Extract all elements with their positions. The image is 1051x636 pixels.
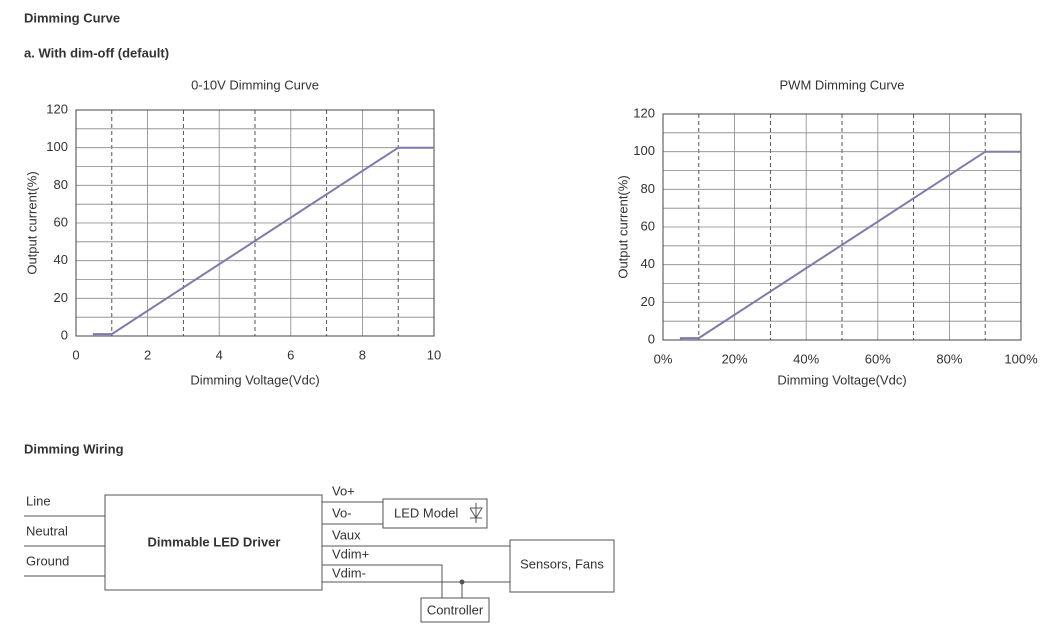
chart-title: PWM Dimming Curve bbox=[780, 77, 905, 92]
input-label: Line bbox=[26, 493, 51, 508]
input-label: Ground bbox=[26, 553, 69, 568]
x-axis-label: Dimming Voltage(Vdc) bbox=[190, 372, 319, 387]
input-label: Neutral bbox=[26, 523, 68, 538]
controller-label: Controller bbox=[427, 602, 484, 617]
subsection-heading: a. With dim-off (default) bbox=[24, 45, 169, 60]
x-tick-label: 4 bbox=[216, 347, 223, 362]
chart-title: 0-10V Dimming Curve bbox=[191, 77, 319, 92]
wiring-diagram: Line Neutral Ground Dimmable LED Driver … bbox=[24, 483, 615, 623]
x-tick-label: 6 bbox=[287, 347, 294, 362]
data-line bbox=[92, 146, 434, 336]
x-tick-label: 60% bbox=[865, 351, 891, 366]
y-tick-label: 60 bbox=[641, 218, 655, 233]
y-tick-label: 100 bbox=[46, 139, 68, 154]
y-tick-label: 120 bbox=[46, 101, 68, 116]
y-axis-label: Output current(%) bbox=[615, 175, 630, 278]
x-tick-label: 0% bbox=[654, 351, 673, 366]
led-label: LED Model bbox=[394, 505, 458, 520]
wiring-heading: Dimming Wiring bbox=[24, 441, 124, 456]
controller-box bbox=[420, 597, 490, 623]
y-tick-label: 80 bbox=[54, 177, 68, 192]
output-label: Vo- bbox=[332, 505, 352, 520]
x-tick-label: 20% bbox=[722, 351, 748, 366]
x-axis-label: Dimming Voltage(Vdc) bbox=[777, 372, 906, 387]
sensors-label: Sensors, Fans bbox=[520, 556, 604, 571]
y-tick-label: 100 bbox=[633, 143, 655, 158]
y-axis-label: Output current(%) bbox=[24, 171, 39, 274]
driver-box bbox=[104, 494, 323, 591]
driver-label: Dimmable LED Driver bbox=[148, 534, 281, 549]
x-tick-label: 40% bbox=[793, 351, 819, 366]
y-tick-label: 20 bbox=[54, 290, 68, 305]
y-tick-label: 40 bbox=[641, 256, 655, 271]
output-label: Vdim+ bbox=[332, 546, 369, 561]
section-heading: Dimming Curve bbox=[24, 10, 120, 25]
sensors-box bbox=[509, 539, 615, 593]
x-tick-label: 8 bbox=[359, 347, 366, 362]
y-tick-label: 80 bbox=[641, 181, 655, 196]
x-tick-label: 2 bbox=[144, 347, 151, 362]
y-tick-label: 20 bbox=[641, 294, 655, 309]
output-label: Vdim- bbox=[332, 565, 366, 580]
plot-frame bbox=[75, 109, 435, 337]
y-tick-label: 0 bbox=[61, 327, 68, 342]
x-tick-label: 80% bbox=[936, 351, 962, 366]
y-tick-label: 120 bbox=[633, 105, 655, 120]
x-tick-label: 0 bbox=[72, 347, 79, 362]
y-tick-label: 60 bbox=[54, 214, 68, 229]
output-label: Vo+ bbox=[332, 483, 355, 498]
led-box bbox=[382, 498, 488, 529]
data-line bbox=[679, 150, 1021, 340]
x-tick-label: 100% bbox=[1004, 351, 1038, 366]
junction bbox=[459, 579, 465, 585]
x-tick-label: 10 bbox=[427, 347, 441, 362]
plot-frame bbox=[662, 113, 1022, 341]
y-tick-label: 40 bbox=[54, 252, 68, 267]
wire bbox=[322, 564, 443, 598]
y-tick-label: 0 bbox=[648, 331, 655, 346]
output-label: Vaux bbox=[332, 527, 361, 542]
